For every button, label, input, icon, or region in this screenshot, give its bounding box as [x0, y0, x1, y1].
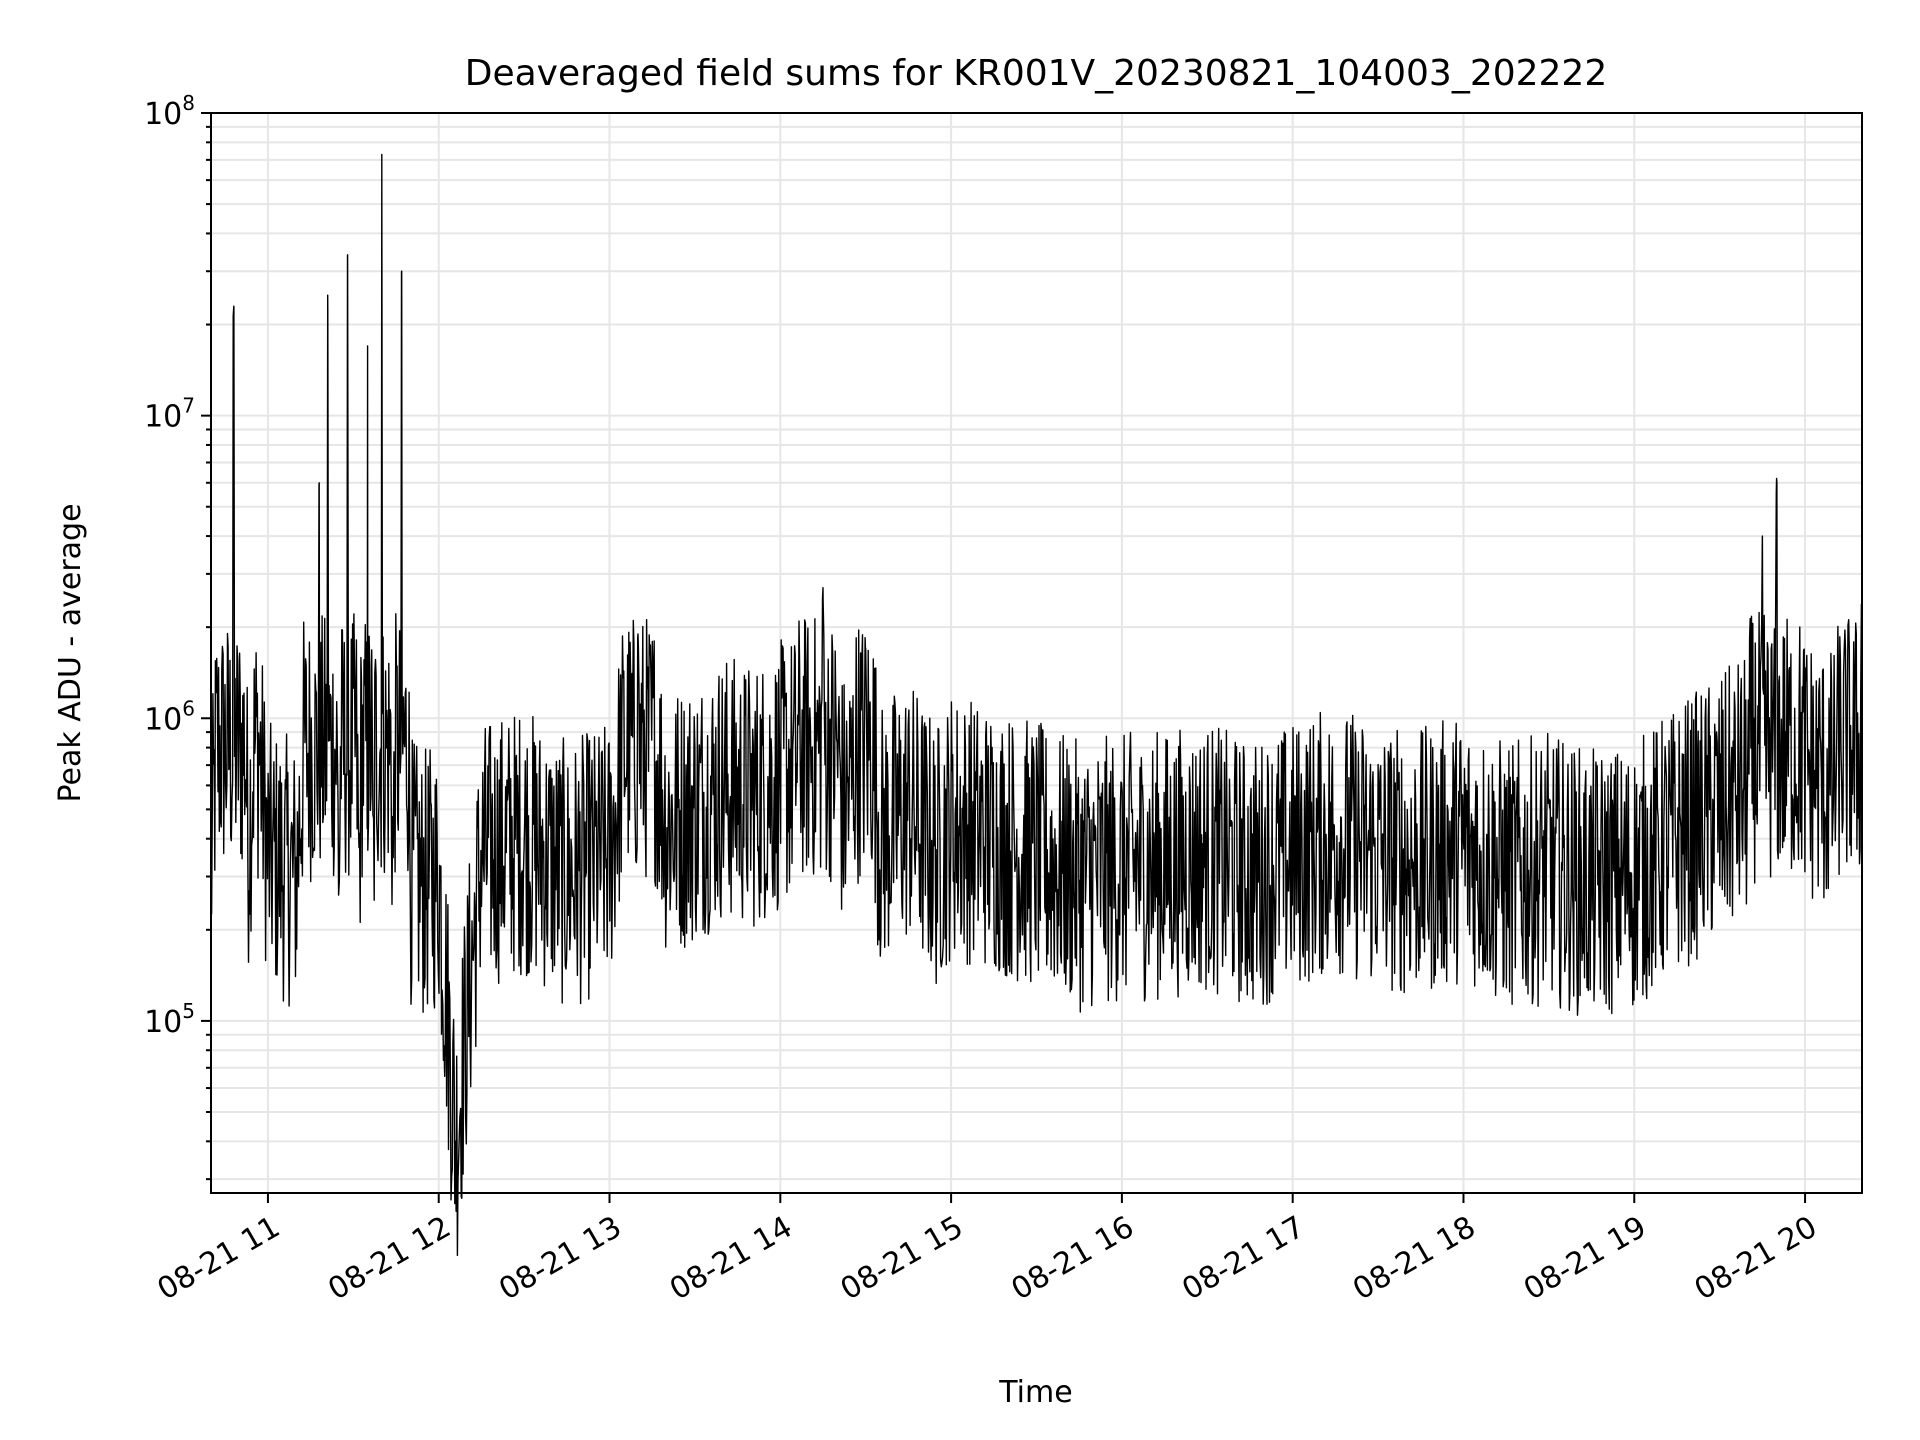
y-tick-label: 105 — [144, 999, 195, 1040]
y-axis-label: Peak ADU - average — [53, 503, 88, 802]
series-group — [210, 153, 1863, 1257]
y-tick-label: 106 — [144, 696, 195, 737]
y-axis: 105 106 107 108 — [144, 91, 211, 1181]
series-line — [210, 153, 1863, 1257]
plot-frame — [210, 112, 1863, 1194]
y-tick-label: 107 — [144, 394, 195, 435]
y-tick-label: 108 — [144, 91, 195, 132]
chart-title: Deaveraged field sums for KR001V_2023082… — [465, 53, 1608, 94]
x-axis-label: Time — [998, 1375, 1072, 1410]
